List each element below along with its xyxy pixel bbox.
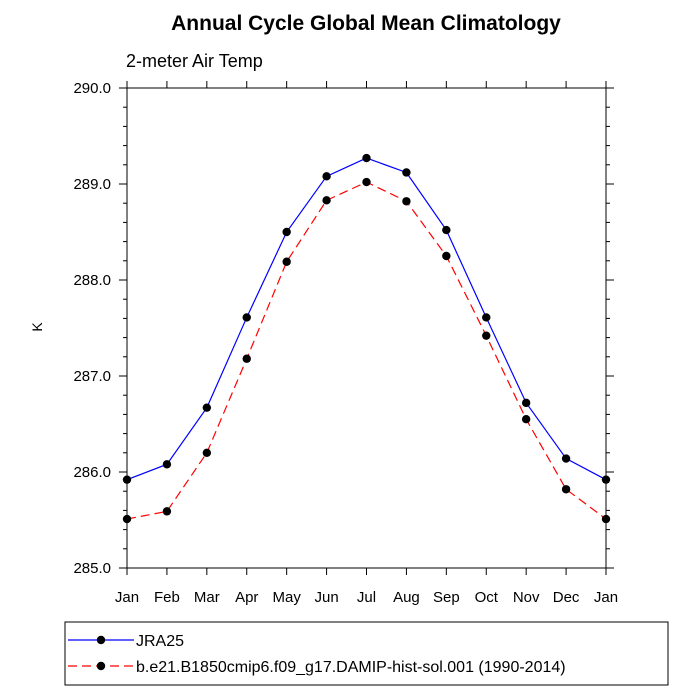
data-point (402, 197, 411, 206)
chart-title: Annual Cycle Global Mean Climatology (171, 12, 561, 35)
x-tick-label: Mar (194, 589, 220, 606)
data-point (521, 415, 531, 424)
legend-box (64, 621, 669, 686)
data-point (202, 448, 212, 457)
x-tick-label: Jan (594, 589, 618, 606)
chart-subtitle: 2-meter Air Temp (126, 51, 263, 71)
y-tick-label: 285.0 (73, 560, 111, 577)
data-point (322, 196, 331, 205)
data-point (242, 313, 251, 322)
data-point (202, 403, 212, 412)
data-point (362, 177, 371, 187)
data-point (601, 475, 611, 484)
data-point (282, 227, 291, 237)
data-point (322, 172, 331, 181)
data-point (282, 257, 291, 266)
legend-marker (96, 635, 106, 645)
data-point (362, 153, 371, 163)
y-tick-label: 289.0 (73, 176, 111, 193)
y-tick-label: 287.0 (73, 368, 111, 385)
data-point (482, 331, 491, 340)
legend-label: b.e21.B1850cmip6.f09_g17.DAMIP-hist-sol.… (136, 659, 566, 676)
x-tick-label: Sep (433, 589, 460, 606)
y-tick-label: 288.0 (73, 272, 111, 289)
x-tick-label: Jul (357, 589, 376, 606)
data-point (521, 398, 531, 408)
y-tick-label: 286.0 (73, 464, 111, 481)
series-line (126, 181, 607, 520)
x-tick-label: Jun (314, 589, 338, 606)
axis-ticks: Jan Feb Mar Apr May Jun Jul Aug Sep Oct Nov Dec Jan2… (73, 80, 618, 606)
data-point (402, 168, 411, 177)
series-markers (122, 153, 611, 524)
x-tick-label: Aug (393, 589, 420, 606)
data-point (482, 313, 491, 322)
data-point (122, 475, 132, 484)
data-point (442, 225, 451, 235)
data-point (442, 251, 451, 261)
x-tick-label: Jan (115, 589, 139, 606)
x-tick-label: May (272, 589, 301, 606)
y-tick-label: 290.0 (73, 80, 111, 97)
x-tick-label: Nov (513, 589, 540, 606)
data-point (601, 514, 611, 524)
data-point (561, 454, 571, 463)
y-axis-label: K (29, 322, 45, 332)
data-point (242, 354, 251, 363)
series-lines (126, 157, 607, 520)
data-point (122, 514, 132, 524)
data-point (561, 485, 571, 494)
data-point (162, 460, 172, 469)
x-tick-label: Dec (553, 589, 580, 606)
legend: JRA25 b.e21.B1850cmip6.f09_g17.DAMIP-hist… (68, 633, 566, 676)
x-tick-label: Apr (235, 589, 258, 606)
x-tick-label: Oct (475, 589, 499, 606)
data-point (162, 507, 172, 516)
series-line (126, 157, 607, 481)
x-tick-label: Feb (154, 589, 180, 606)
legend-label: JRA25 (136, 633, 184, 650)
legend-marker (96, 661, 106, 671)
